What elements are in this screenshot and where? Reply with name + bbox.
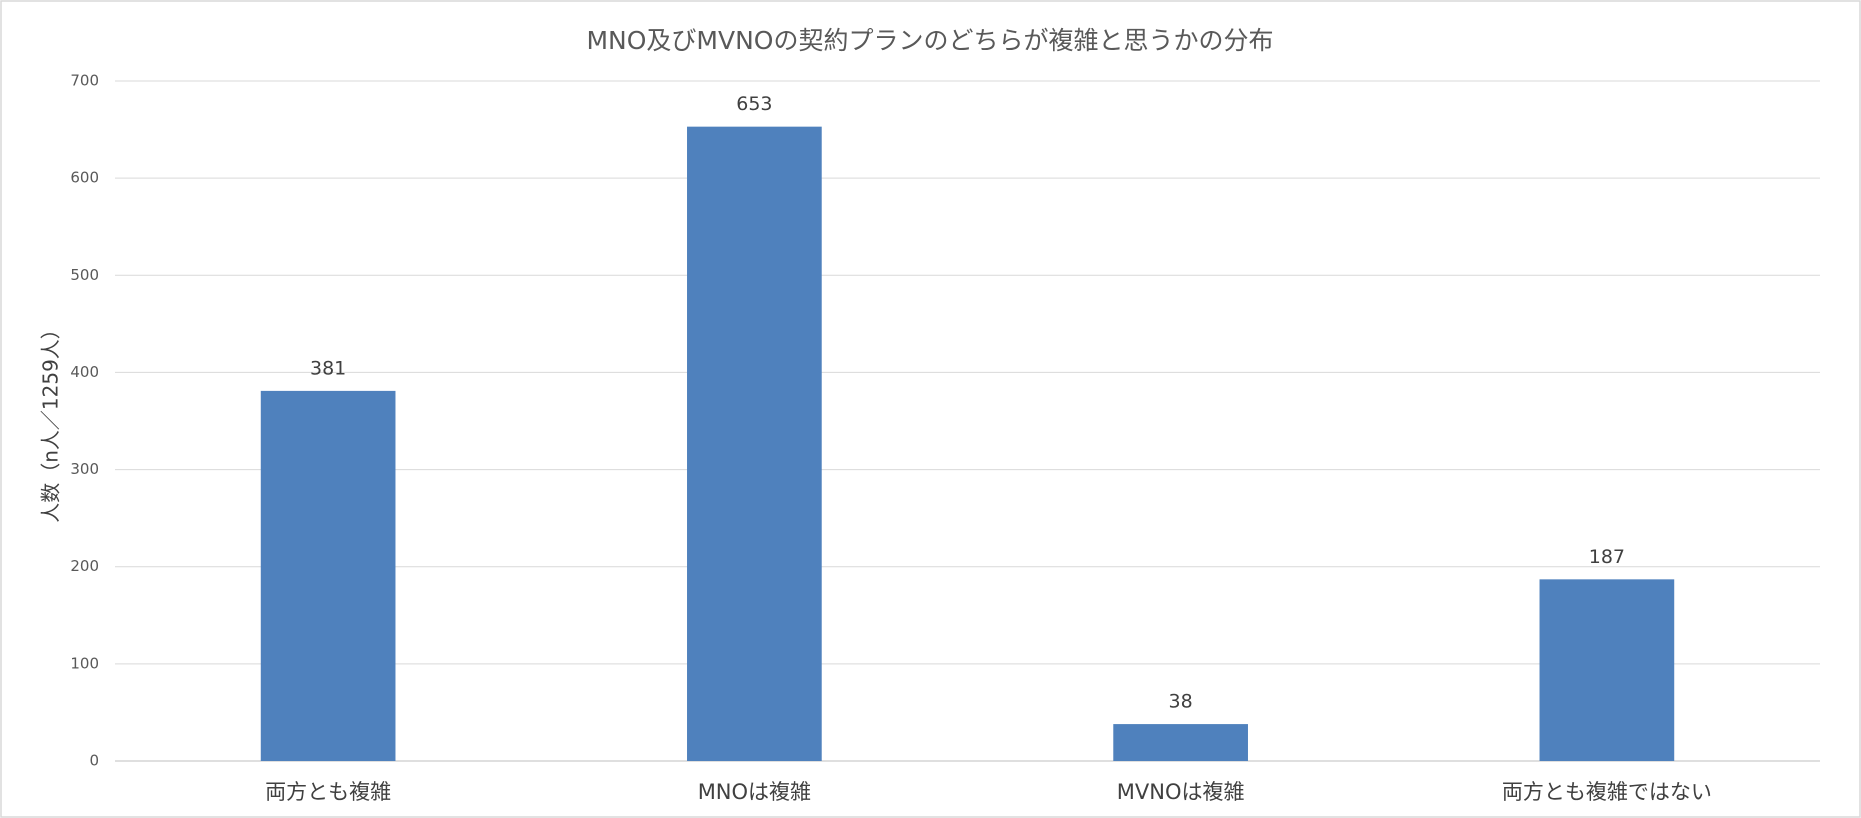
chart-title: MNO及びMVNOの契約プランのどちらが複雑と思うかの分布 — [586, 26, 1273, 55]
x-tick-label: 両方とも複雑 — [265, 780, 391, 804]
y-tick-label: 0 — [89, 752, 99, 770]
bar — [1113, 724, 1248, 761]
y-tick-label: 400 — [70, 363, 99, 381]
y-tick-label: 100 — [70, 654, 99, 672]
y-axis-label: 人数（n人／1259人） — [39, 319, 63, 523]
bar — [1539, 579, 1675, 761]
y-tick-label: 500 — [70, 266, 99, 284]
value-label: 38 — [1169, 691, 1193, 713]
value-label: 653 — [736, 93, 772, 115]
y-tick-label: 600 — [70, 169, 99, 187]
y-tick-label: 700 — [70, 72, 99, 90]
bar — [687, 126, 822, 761]
y-tick-label: 300 — [70, 460, 99, 478]
x-tick-label: MNOは複雑 — [698, 780, 811, 804]
y-tick-label: 200 — [70, 557, 99, 575]
x-tick-label: 両方とも複雑ではない — [1502, 780, 1712, 804]
value-label: 381 — [310, 357, 346, 379]
value-label: 187 — [1589, 546, 1625, 568]
x-tick-label: MVNOは複雑 — [1117, 780, 1245, 804]
bar — [260, 390, 396, 761]
